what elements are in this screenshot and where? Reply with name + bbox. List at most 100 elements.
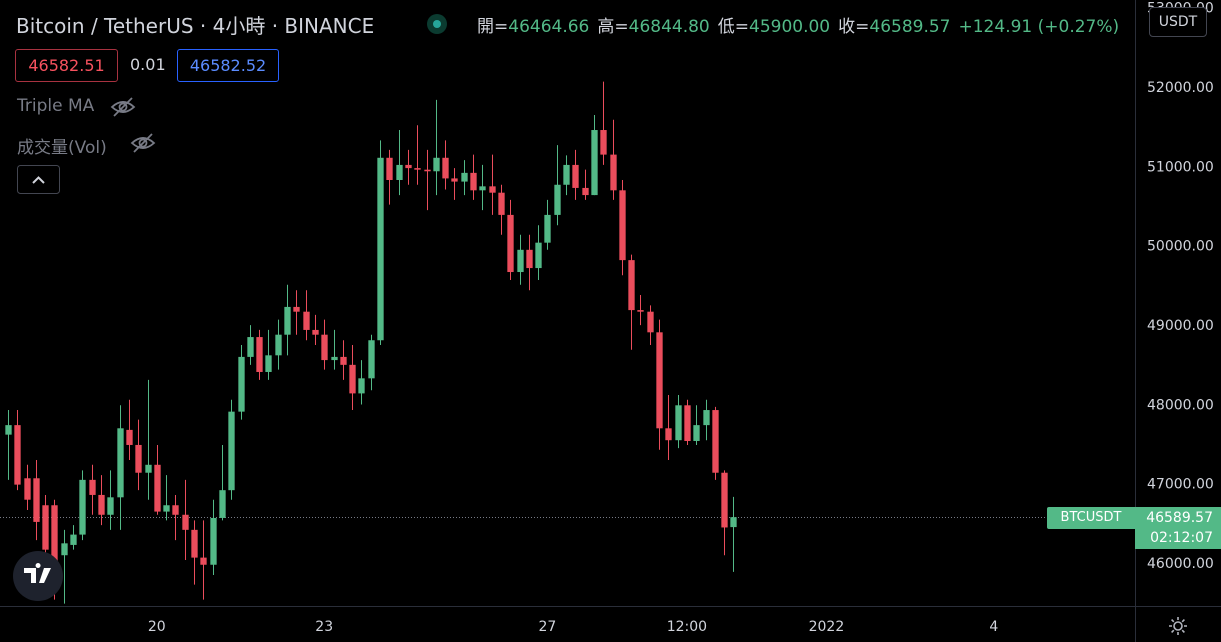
candle-body — [312, 329, 319, 335]
candle-body — [331, 356, 338, 361]
candle-body — [637, 310, 644, 312]
last-price-label: 46589.57 02:12:07 — [1135, 507, 1221, 549]
y-tick-label: 46000.00 — [1147, 556, 1214, 572]
ohlc-label: 開= — [477, 17, 509, 37]
plot — [0, 81, 1135, 604]
candle-body — [414, 168, 421, 170]
candle-body — [275, 334, 282, 356]
candle-body — [377, 157, 384, 341]
ask-button[interactable]: 46582.52 — [177, 49, 279, 82]
candle-body — [433, 157, 440, 172]
candle-body — [200, 557, 207, 565]
candle-body — [461, 172, 468, 182]
ohlc-value: 45900.00 — [749, 17, 831, 37]
candle-body — [98, 494, 105, 515]
candle-body — [182, 514, 189, 530]
candle-body — [89, 479, 96, 495]
candle-body — [535, 242, 542, 269]
candle-body — [647, 311, 654, 333]
last-price: 46589.57 — [1146, 510, 1213, 526]
candle-body — [238, 356, 245, 412]
candle-body — [665, 428, 672, 441]
candle-body — [33, 478, 40, 522]
candle-body — [70, 534, 77, 545]
candle-body — [591, 130, 598, 196]
candle-body — [470, 172, 477, 191]
candle-body — [600, 130, 607, 155]
symbol-label: BTCUSDT — [1047, 507, 1135, 529]
ohlc-label: 收= — [838, 17, 870, 37]
countdown: 02:12:07 — [1150, 530, 1213, 546]
status-dot — [427, 14, 447, 34]
ohlc-value: 46844.80 — [628, 17, 710, 37]
candle-body — [489, 186, 496, 193]
candle-body — [684, 405, 691, 441]
y-tick-label: 51000.00 — [1147, 159, 1214, 175]
candle-body — [498, 192, 505, 215]
candle-body — [51, 505, 58, 568]
candle-body — [247, 337, 254, 357]
candle-body — [563, 164, 570, 185]
candle-body — [107, 497, 114, 515]
x-tick-label: 4 — [989, 619, 998, 635]
candle-body — [451, 178, 458, 182]
x-tick-label: 23 — [315, 619, 333, 635]
candle-body — [693, 425, 700, 441]
ohlc-label: 高= — [597, 17, 629, 37]
candle-body — [479, 186, 486, 191]
chart-title: Bitcoin / TetherUS · 4小時 · BINANCE — [16, 14, 375, 38]
candle-body — [675, 405, 682, 441]
candle-body — [554, 184, 561, 215]
candle-body — [424, 169, 431, 172]
candle-body — [396, 164, 403, 180]
candle-body — [368, 340, 375, 379]
candle-body — [703, 410, 710, 426]
y-tick-label: 49000.00 — [1147, 318, 1214, 334]
candle-body — [191, 529, 198, 558]
currency-button[interactable]: USDT — [1149, 7, 1207, 37]
candle-body — [228, 411, 235, 491]
candle-body — [405, 164, 412, 169]
candle-body — [126, 429, 133, 445]
candle-body — [5, 425, 12, 435]
x-tick-label: 20 — [148, 619, 166, 635]
ohlc: 開=46464.66 高=46844.80 低=45900.00 收=46589.57… — [477, 12, 1119, 37]
candle-body — [321, 334, 328, 361]
candle-body — [572, 164, 579, 188]
candle-body — [712, 410, 719, 473]
candle-body — [656, 332, 663, 429]
candle-body — [340, 356, 347, 365]
candle-body — [79, 479, 86, 535]
ohlc-value: 46464.66 — [508, 17, 590, 37]
candle-body — [172, 505, 179, 515]
candle-body — [163, 505, 170, 512]
change: +124.91 (+0.27%) — [958, 17, 1120, 37]
candle-body — [507, 214, 514, 273]
candle-body — [517, 249, 524, 273]
candle-body — [582, 187, 589, 196]
candle-body — [386, 157, 393, 180]
y-tick-label: 48000.00 — [1147, 397, 1214, 413]
candle-body — [526, 249, 533, 269]
candle-body — [303, 311, 310, 330]
bid-button[interactable]: 46582.51 — [15, 49, 118, 82]
spread: 0.01 — [130, 55, 166, 74]
study-name: Triple MA — [17, 96, 95, 116]
x-tick-label: 12:00 — [667, 619, 707, 635]
candle-body — [219, 490, 226, 518]
candle-body — [544, 214, 551, 243]
candle-body — [145, 464, 152, 473]
y-tick-label: 52000.00 — [1147, 80, 1214, 96]
candle-body — [721, 472, 728, 528]
candle-body — [349, 364, 356, 394]
candle-body — [730, 517, 737, 528]
candle-body — [628, 260, 635, 311]
status-dot-inner — [433, 20, 441, 28]
candle-body — [284, 306, 291, 335]
candle-body — [265, 355, 272, 372]
candle-body — [14, 425, 21, 485]
candle-body — [117, 428, 124, 498]
